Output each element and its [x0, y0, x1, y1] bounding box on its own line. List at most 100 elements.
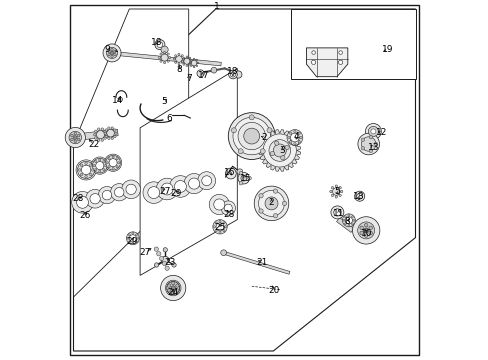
Circle shape	[342, 214, 355, 227]
Circle shape	[173, 58, 175, 60]
Circle shape	[189, 62, 191, 64]
Text: 28: 28	[223, 210, 234, 219]
Circle shape	[114, 188, 124, 197]
Circle shape	[368, 135, 372, 139]
Circle shape	[293, 130, 295, 132]
Text: 24: 24	[167, 288, 179, 297]
Circle shape	[181, 60, 183, 62]
Polygon shape	[113, 51, 221, 66]
Circle shape	[106, 162, 108, 164]
Circle shape	[357, 222, 374, 239]
Polygon shape	[259, 130, 300, 171]
Circle shape	[102, 161, 104, 163]
Circle shape	[102, 168, 104, 171]
Circle shape	[368, 226, 372, 230]
Text: 25: 25	[214, 223, 225, 232]
Text: 15: 15	[239, 174, 250, 183]
Circle shape	[160, 53, 162, 55]
Text: 23: 23	[163, 258, 175, 266]
Circle shape	[101, 128, 103, 130]
Circle shape	[122, 180, 140, 199]
Circle shape	[163, 51, 165, 54]
Circle shape	[354, 191, 364, 201]
Circle shape	[239, 181, 242, 185]
Circle shape	[107, 127, 110, 129]
Polygon shape	[140, 68, 237, 275]
Text: 28: 28	[72, 194, 84, 203]
Text: 11: 11	[332, 209, 344, 217]
Text: 5: 5	[161, 97, 166, 106]
Circle shape	[80, 164, 82, 167]
Circle shape	[220, 250, 226, 256]
Circle shape	[96, 131, 104, 139]
Circle shape	[160, 60, 162, 62]
Circle shape	[98, 186, 115, 204]
Circle shape	[249, 115, 254, 120]
Circle shape	[108, 50, 110, 52]
Circle shape	[334, 196, 337, 198]
Circle shape	[268, 140, 290, 161]
Circle shape	[91, 168, 94, 171]
Circle shape	[224, 226, 226, 228]
Circle shape	[287, 136, 289, 139]
Circle shape	[247, 176, 251, 180]
Circle shape	[223, 230, 224, 232]
Circle shape	[299, 136, 302, 139]
Circle shape	[111, 55, 113, 58]
Circle shape	[347, 214, 349, 216]
Circle shape	[106, 129, 114, 137]
Circle shape	[264, 197, 277, 210]
Circle shape	[338, 51, 342, 54]
Circle shape	[311, 51, 315, 54]
Circle shape	[171, 291, 175, 294]
Circle shape	[171, 286, 175, 290]
Circle shape	[219, 231, 221, 233]
Text: 5: 5	[333, 187, 339, 196]
Circle shape	[273, 144, 285, 157]
Circle shape	[334, 185, 337, 187]
Circle shape	[165, 280, 181, 296]
Circle shape	[234, 71, 242, 78]
Text: 18: 18	[352, 192, 364, 201]
Circle shape	[156, 252, 161, 256]
Circle shape	[80, 173, 82, 176]
Text: 12: 12	[376, 128, 387, 137]
Circle shape	[185, 64, 187, 67]
Text: 3: 3	[279, 146, 285, 155]
Circle shape	[333, 209, 340, 216]
Text: 20: 20	[268, 287, 279, 295]
Circle shape	[237, 169, 242, 175]
Text: 29: 29	[126, 237, 138, 246]
Circle shape	[189, 63, 190, 65]
Circle shape	[166, 282, 179, 294]
Circle shape	[132, 242, 134, 244]
Polygon shape	[73, 129, 118, 141]
Circle shape	[329, 190, 331, 193]
Circle shape	[171, 263, 176, 267]
Circle shape	[357, 133, 379, 155]
Circle shape	[105, 135, 107, 138]
Circle shape	[224, 204, 232, 212]
Circle shape	[126, 232, 139, 245]
Circle shape	[174, 61, 176, 63]
Circle shape	[157, 42, 163, 48]
Circle shape	[175, 289, 179, 292]
Circle shape	[111, 48, 113, 51]
Circle shape	[178, 63, 180, 65]
Circle shape	[368, 149, 372, 153]
Text: 8: 8	[177, 65, 182, 74]
Circle shape	[161, 54, 168, 61]
Circle shape	[197, 70, 204, 77]
Circle shape	[162, 261, 166, 266]
Circle shape	[330, 194, 333, 197]
Circle shape	[359, 231, 363, 235]
Circle shape	[338, 194, 341, 197]
Circle shape	[258, 209, 263, 213]
Circle shape	[193, 58, 195, 60]
Polygon shape	[336, 217, 353, 233]
Circle shape	[114, 135, 116, 138]
Circle shape	[135, 241, 137, 243]
Circle shape	[285, 145, 289, 150]
Circle shape	[183, 63, 184, 65]
Circle shape	[330, 206, 343, 219]
